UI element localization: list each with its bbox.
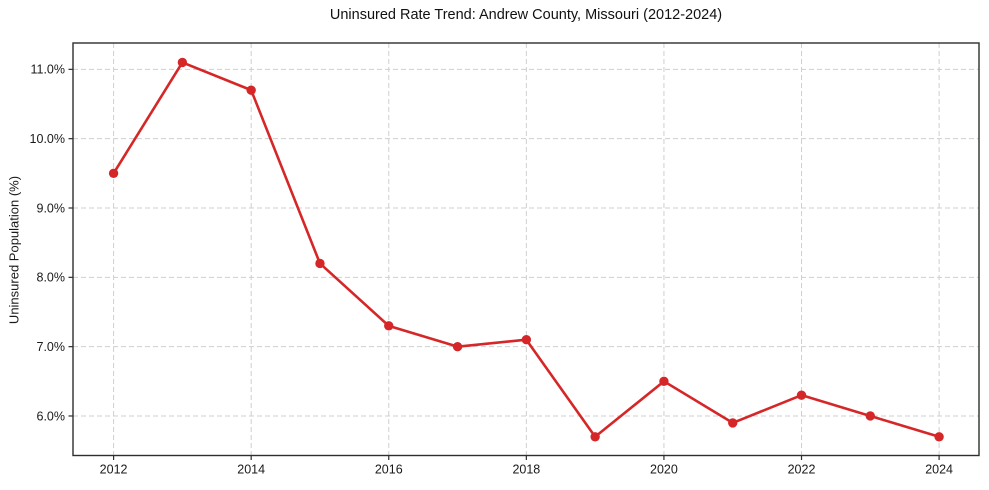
data-point-2012 xyxy=(108,168,119,179)
data-point-2019 xyxy=(590,432,600,442)
data-point-2015 xyxy=(315,258,325,269)
y-tick-label: 6.0% xyxy=(37,409,66,423)
data-point-2024 xyxy=(934,432,944,442)
x-tick-label: 2014 xyxy=(237,463,265,477)
data-point-2018 xyxy=(521,335,532,345)
x-tick-label: 2022 xyxy=(788,463,816,477)
x-tick-label: 2020 xyxy=(650,463,678,477)
data-point-2013 xyxy=(177,57,188,68)
x-tick-label: 2016 xyxy=(375,463,403,477)
data-point-2016 xyxy=(384,321,394,331)
data-point-2023 xyxy=(865,411,876,421)
x-tick-label: 2018 xyxy=(512,463,540,477)
x-tick-label: 2012 xyxy=(100,463,128,477)
data-point-2022 xyxy=(796,390,807,400)
plot-border xyxy=(72,42,980,457)
x-tick-label: 2024 xyxy=(925,463,953,477)
y-tick-label: 10.0% xyxy=(30,132,65,146)
data-point-2020 xyxy=(659,376,669,387)
chart-title: Uninsured Rate Trend: Andrew County, Mis… xyxy=(329,7,723,23)
data-point-2021 xyxy=(728,418,738,428)
y-tick-label: 9.0% xyxy=(37,201,66,215)
y-tick-label: 11.0% xyxy=(30,63,65,77)
data-point-2017 xyxy=(452,341,463,352)
y-tick-label: 7.0% xyxy=(37,340,66,354)
data-point-2014 xyxy=(246,85,256,95)
y-tick-label: 8.0% xyxy=(37,271,66,285)
